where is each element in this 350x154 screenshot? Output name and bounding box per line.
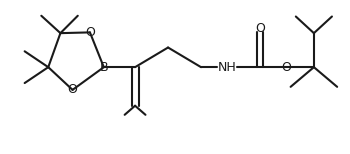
Text: O: O (255, 22, 265, 35)
Text: O: O (281, 61, 291, 74)
Text: O: O (85, 26, 95, 39)
Text: NH: NH (218, 61, 237, 74)
Text: B: B (99, 61, 108, 74)
Text: O: O (68, 83, 77, 96)
